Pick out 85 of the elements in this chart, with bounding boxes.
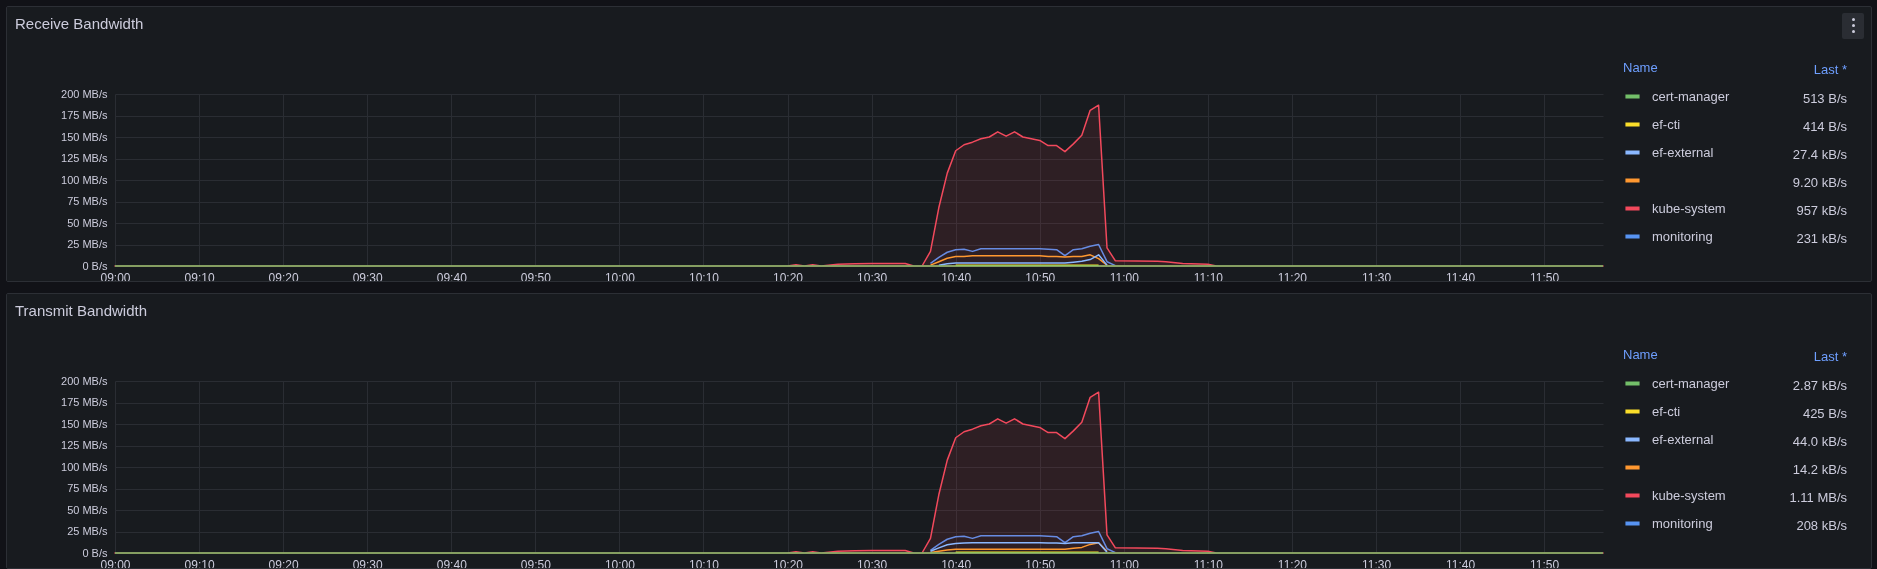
x-tick-label: 10:50 bbox=[1025, 270, 1056, 285]
text: 14.2 kB/s bbox=[1792, 461, 1847, 476]
line-series bbox=[929, 243, 1117, 267]
x-tick-label: 09:20 bbox=[268, 270, 299, 285]
text: 957 kB/s bbox=[1796, 202, 1847, 217]
legend-label: ef-external bbox=[1652, 431, 1714, 447]
legend-label: ef-external bbox=[1652, 144, 1714, 160]
text: 2.87 kB/s bbox=[1792, 377, 1847, 392]
y-tick-label: 0 B/s bbox=[82, 259, 108, 272]
y-tick-label: 50 MB/s bbox=[67, 216, 108, 229]
x-tick-label: 09:30 bbox=[352, 557, 384, 569]
text: Last * bbox=[1813, 61, 1847, 76]
legend-label: ef-cti bbox=[1652, 116, 1681, 132]
x-tick-label: 10:40 bbox=[941, 270, 972, 285]
y-tick-label: 50 MB/s bbox=[67, 503, 108, 516]
y-tick-label: 175 MB/s bbox=[61, 396, 108, 408]
chart-title: Transmit Bandwidth bbox=[15, 302, 147, 319]
y-tick-label: 200 MB/s bbox=[61, 374, 108, 387]
y-tick-label: 100 MB/s bbox=[61, 460, 108, 473]
x-tick-label: 09:50 bbox=[520, 270, 552, 285]
x-tick-label: 09:00 bbox=[100, 557, 131, 569]
text: 9.20 kB/s bbox=[1792, 174, 1847, 189]
legend-label: ef-cti bbox=[1652, 403, 1681, 419]
y-tick-label: 75 MB/s bbox=[67, 482, 108, 494]
line-series bbox=[929, 541, 1108, 553]
legend-label: kube-system bbox=[1652, 200, 1726, 216]
y-tick-label: 150 MB/s bbox=[61, 417, 108, 430]
text: 425 B/s bbox=[1802, 405, 1847, 420]
legend-label: monitoring bbox=[1652, 228, 1713, 244]
text: 44.0 kB/s bbox=[1792, 433, 1847, 448]
x-tick-label: 09:00 bbox=[100, 270, 131, 285]
y-tick-label: 150 MB/s bbox=[61, 130, 108, 143]
x-tick-label: 10:20 bbox=[773, 270, 804, 285]
x-tick-label: 11:30 bbox=[1361, 557, 1392, 569]
x-tick-label: 09:40 bbox=[436, 557, 468, 569]
x-tick-label: 10:10 bbox=[688, 270, 720, 285]
y-tick-label: 200 MB/s bbox=[61, 87, 108, 100]
text: Last * bbox=[1813, 348, 1847, 363]
x-tick-label: 09:20 bbox=[268, 557, 299, 569]
y-tick-label: 125 MB/s bbox=[61, 152, 108, 164]
x-tick-label: 09:40 bbox=[436, 270, 468, 285]
x-tick-label: 11:30 bbox=[1361, 270, 1392, 285]
y-tick-label: 175 MB/s bbox=[61, 109, 108, 121]
x-tick-label: 11:00 bbox=[1109, 270, 1140, 285]
x-tick-label: 09:50 bbox=[520, 557, 552, 569]
y-tick-label: 0 B/s bbox=[82, 546, 108, 559]
legend-title: Name bbox=[1623, 60, 1658, 75]
x-tick-label: 10:30 bbox=[857, 557, 888, 569]
x-tick-label: 11:10 bbox=[1193, 270, 1224, 285]
y-tick-label: 25 MB/s bbox=[67, 238, 108, 250]
x-tick-label: 11:00 bbox=[1109, 557, 1140, 569]
legend-title: Name bbox=[1623, 347, 1658, 362]
text: 1.11 MB/s bbox=[1789, 489, 1847, 504]
text: 231 kB/s bbox=[1796, 230, 1847, 245]
y-tick-label: 125 MB/s bbox=[61, 439, 108, 451]
x-tick-label: 11:20 bbox=[1277, 557, 1308, 569]
x-tick-label: 10:50 bbox=[1025, 557, 1056, 569]
x-tick-label: 11:40 bbox=[1446, 557, 1476, 569]
legend-label: kube-system bbox=[1652, 487, 1726, 503]
x-tick-label: 11:20 bbox=[1277, 270, 1308, 285]
text: 414 B/s bbox=[1802, 118, 1847, 133]
x-tick-label: 09:10 bbox=[184, 557, 215, 569]
x-tick-label: 10:10 bbox=[688, 557, 720, 569]
x-tick-label: 09:10 bbox=[184, 270, 215, 285]
x-tick-label: 09:30 bbox=[352, 270, 384, 285]
legend-label: monitoring bbox=[1652, 515, 1713, 531]
legend-label: cert-manager bbox=[1652, 88, 1730, 104]
y-tick-label: 25 MB/s bbox=[67, 525, 108, 537]
y-tick-label: 75 MB/s bbox=[67, 195, 108, 207]
x-tick-label: 10:20 bbox=[773, 557, 804, 569]
x-tick-label: 10:30 bbox=[857, 270, 888, 285]
text: 208 kB/s bbox=[1796, 517, 1847, 532]
x-tick-label: 10:00 bbox=[604, 557, 636, 569]
y-tick-label: 100 MB/s bbox=[61, 173, 108, 186]
text: 513 B/s bbox=[1802, 90, 1847, 105]
x-tick-label: 11:50 bbox=[1530, 270, 1560, 285]
x-tick-label: 10:00 bbox=[604, 270, 636, 285]
legend-label: cert-manager bbox=[1652, 375, 1730, 391]
x-tick-label: 10:40 bbox=[941, 557, 972, 569]
chart-title: Receive Bandwidth bbox=[15, 15, 144, 32]
line-series bbox=[929, 530, 1117, 554]
text: 27.4 kB/s bbox=[1792, 146, 1847, 161]
x-tick-label: 11:40 bbox=[1446, 270, 1476, 285]
x-tick-label: 11:50 bbox=[1530, 557, 1560, 569]
x-tick-label: 11:10 bbox=[1193, 557, 1224, 569]
